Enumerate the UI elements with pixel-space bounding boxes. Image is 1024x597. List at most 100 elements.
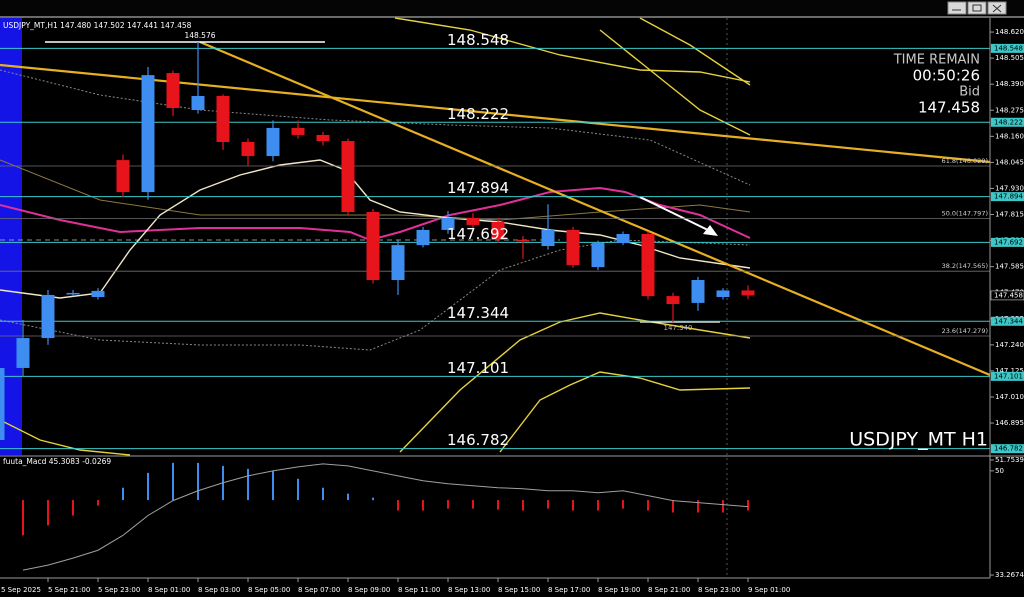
level-axis-box bbox=[991, 237, 1024, 247]
y-tick-label: 147.240 bbox=[995, 341, 1024, 349]
symbol: USDJPY_MT,H1 bbox=[3, 21, 58, 30]
band-lower-3 bbox=[0, 419, 131, 456]
histogram-bar bbox=[97, 500, 99, 506]
candle-body bbox=[741, 290, 755, 296]
x-tick-label: 8 Sep 01:00 bbox=[148, 586, 190, 594]
y-tick-label: 148.160 bbox=[995, 132, 1024, 140]
indicator-value: 45.3083 bbox=[49, 457, 80, 466]
histogram-bar bbox=[522, 500, 524, 511]
band-lower-2 bbox=[499, 371, 751, 453]
level-label: 147.344 bbox=[447, 304, 509, 322]
indicator-title: fuuta_Macd 45.3083 -0.0269 bbox=[3, 457, 111, 466]
histogram-bar bbox=[622, 500, 624, 509]
lower-dotted bbox=[0, 239, 751, 351]
level-axis-box bbox=[991, 444, 1024, 454]
candle-body bbox=[41, 294, 55, 339]
y-tick-label: 148.275 bbox=[995, 106, 1024, 114]
level-label: 147.101 bbox=[447, 359, 509, 377]
y-tick-label: 147.930 bbox=[995, 184, 1024, 192]
x-tick-label: 8 Sep 21:00 bbox=[648, 586, 690, 594]
candle-body bbox=[441, 217, 455, 230]
candle-body bbox=[141, 75, 155, 193]
level-axis-label: 147.692 bbox=[994, 238, 1023, 246]
histogram-bar bbox=[297, 478, 299, 501]
level-axis-box bbox=[991, 371, 1024, 381]
current-price-label: 147.458 bbox=[994, 291, 1023, 299]
axis-layer: 148.620 148.505 148.390 148.275 148.160 148.0… bbox=[1, 28, 1024, 594]
title-bar-border bbox=[0, 16, 1024, 18]
ind-tick-label: 33.2674 bbox=[995, 571, 1024, 579]
trendline-2 bbox=[199, 40, 991, 377]
histogram-bar bbox=[547, 500, 549, 509]
x-tick-label: 5 Sep 21:00 bbox=[48, 586, 90, 594]
x-tick-label: 5 Sep 23:00 bbox=[98, 586, 140, 594]
histogram-bar bbox=[722, 500, 724, 513]
trendline-1 bbox=[0, 63, 991, 164]
histogram-bar bbox=[472, 500, 474, 509]
candle-body bbox=[366, 212, 380, 281]
y-tick-label: 147.815 bbox=[995, 211, 1024, 219]
histogram-bar bbox=[147, 472, 149, 501]
histogram-bar bbox=[747, 500, 749, 511]
level-axis-label: 147.894 bbox=[994, 193, 1023, 201]
candle-body bbox=[166, 73, 180, 108]
y-tick-label: 148.620 bbox=[995, 28, 1024, 36]
y-tick-label: 148.045 bbox=[995, 158, 1024, 166]
candle-body bbox=[316, 134, 330, 142]
bid-price: 147.458 bbox=[918, 99, 980, 117]
level-label: 146.782 bbox=[447, 431, 509, 449]
x-tick-label: 8 Sep 19:00 bbox=[598, 586, 640, 594]
fib-label: 50.0(147.797) bbox=[942, 210, 988, 218]
level-axis-box bbox=[991, 43, 1024, 53]
histogram-bar bbox=[597, 500, 599, 511]
candle-body bbox=[241, 141, 255, 157]
histogram-bar bbox=[447, 500, 449, 509]
histogram-bar bbox=[497, 500, 499, 510]
candle-body bbox=[491, 221, 505, 240]
x-tick-label: 8 Sep 15:00 bbox=[498, 586, 540, 594]
level-label: 147.894 bbox=[447, 179, 509, 197]
y-tick-label: 147.125 bbox=[995, 367, 1024, 375]
x-tick-label: 8 Sep 23:00 bbox=[698, 586, 740, 594]
candle-body bbox=[291, 127, 305, 135]
level-label: 147.692 bbox=[447, 225, 509, 243]
time-remain-label: TIME REMAIN bbox=[893, 53, 980, 68]
chart-header: USDJPY_MT,H1 147.480 147.502 147.441 147… bbox=[3, 21, 192, 30]
arrow-head bbox=[703, 225, 718, 236]
time-remain: 00:50:26 bbox=[913, 67, 980, 85]
minimize-button[interactable] bbox=[947, 1, 967, 15]
x-tick-label: 8 Sep 11:00 bbox=[398, 586, 440, 594]
quote-high: 147.502 bbox=[94, 21, 125, 30]
y-tick-label: 148.505 bbox=[995, 54, 1024, 62]
histogram-bar bbox=[197, 462, 199, 501]
candle-body bbox=[216, 95, 230, 142]
candle-body bbox=[391, 245, 405, 281]
level-axis-label: 147.344 bbox=[994, 317, 1023, 325]
candle-body bbox=[66, 292, 80, 295]
candle-body bbox=[416, 229, 430, 246]
close-icon bbox=[992, 4, 1002, 13]
level-axis-label: 146.782 bbox=[994, 445, 1023, 453]
histogram-bar bbox=[372, 497, 374, 501]
level-axis-box bbox=[991, 192, 1024, 202]
maximize-button[interactable] bbox=[967, 1, 987, 15]
title-bar bbox=[0, 0, 1024, 17]
fib-label: 23.6(147.279) bbox=[942, 327, 988, 335]
overlays bbox=[0, 17, 991, 578]
indicator-layer bbox=[22, 462, 749, 571]
histogram-bar bbox=[572, 500, 574, 511]
current-price-box bbox=[990, 290, 1024, 301]
histogram-bar bbox=[697, 500, 699, 513]
x-tick-label: 9 Sep 01:00 bbox=[748, 586, 790, 594]
candle-body bbox=[91, 290, 105, 298]
x-tick-label: 8 Sep 05:00 bbox=[248, 586, 290, 594]
histogram-bar bbox=[397, 500, 399, 511]
level-label: 148.222 bbox=[447, 105, 509, 123]
histogram-bar bbox=[422, 500, 424, 511]
histogram-bar bbox=[272, 470, 274, 501]
quote-close: 147.458 bbox=[160, 21, 191, 30]
candle-body bbox=[616, 234, 630, 244]
level-axis-label: 148.548 bbox=[994, 44, 1023, 52]
x-tick-label: 8 Sep 17:00 bbox=[548, 586, 590, 594]
histogram-bar bbox=[22, 500, 24, 536]
